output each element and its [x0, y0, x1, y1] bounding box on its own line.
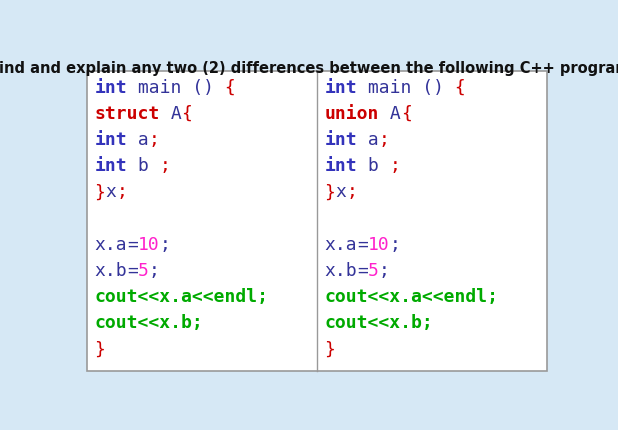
Text: ;: ; — [159, 157, 171, 175]
Text: b: b — [127, 157, 159, 175]
Text: }: } — [95, 183, 105, 201]
Text: =: = — [127, 262, 138, 280]
Text: int: int — [95, 157, 127, 175]
Text: b: b — [357, 157, 390, 175]
Text: x: x — [336, 183, 346, 201]
Text: x.b: x.b — [95, 262, 127, 280]
Text: {: { — [400, 105, 412, 123]
Text: 5: 5 — [368, 262, 379, 280]
Text: 10: 10 — [368, 236, 390, 254]
Text: {: { — [214, 79, 235, 97]
Text: int: int — [95, 79, 127, 97]
Text: main (): main () — [357, 79, 444, 97]
Text: =: = — [357, 236, 368, 254]
Text: ;: ; — [390, 236, 400, 254]
Text: cout<<x.a<<endl;: cout<<x.a<<endl; — [95, 288, 268, 306]
Text: cout<<x.b;: cout<<x.b; — [324, 314, 433, 332]
Text: A: A — [159, 105, 181, 123]
Text: a: a — [357, 131, 379, 149]
Text: cout<<x.b;: cout<<x.b; — [95, 314, 203, 332]
Text: cout<<x.a<<endl;: cout<<x.a<<endl; — [324, 288, 499, 306]
Text: =: = — [357, 262, 368, 280]
Text: x: x — [105, 183, 116, 201]
Text: main (): main () — [127, 79, 214, 97]
Text: Find and explain any two (2) differences between the following C++ programs.: Find and explain any two (2) differences… — [0, 61, 618, 76]
Text: int: int — [324, 131, 357, 149]
Text: ;: ; — [116, 183, 127, 201]
Text: {: { — [181, 105, 192, 123]
Text: int: int — [324, 157, 357, 175]
Text: int: int — [324, 79, 357, 97]
Text: }: } — [324, 183, 336, 201]
Text: x.b: x.b — [324, 262, 357, 280]
Text: 10: 10 — [138, 236, 159, 254]
Text: int: int — [95, 131, 127, 149]
Text: union: union — [324, 105, 379, 123]
Text: ;: ; — [159, 236, 171, 254]
Text: }: } — [324, 341, 336, 358]
Text: x.a: x.a — [95, 236, 127, 254]
Text: struct: struct — [95, 105, 159, 123]
Text: ;: ; — [379, 262, 390, 280]
Text: {: { — [444, 79, 466, 97]
Text: }: } — [95, 341, 105, 358]
Text: ;: ; — [149, 131, 159, 149]
Text: ;: ; — [346, 183, 357, 201]
Text: ;: ; — [390, 157, 400, 175]
Text: =: = — [127, 236, 138, 254]
Text: A: A — [379, 105, 400, 123]
Text: ;: ; — [149, 262, 159, 280]
Text: a: a — [127, 131, 149, 149]
Text: x.a: x.a — [324, 236, 357, 254]
Text: ;: ; — [379, 131, 390, 149]
Text: 5: 5 — [138, 262, 149, 280]
